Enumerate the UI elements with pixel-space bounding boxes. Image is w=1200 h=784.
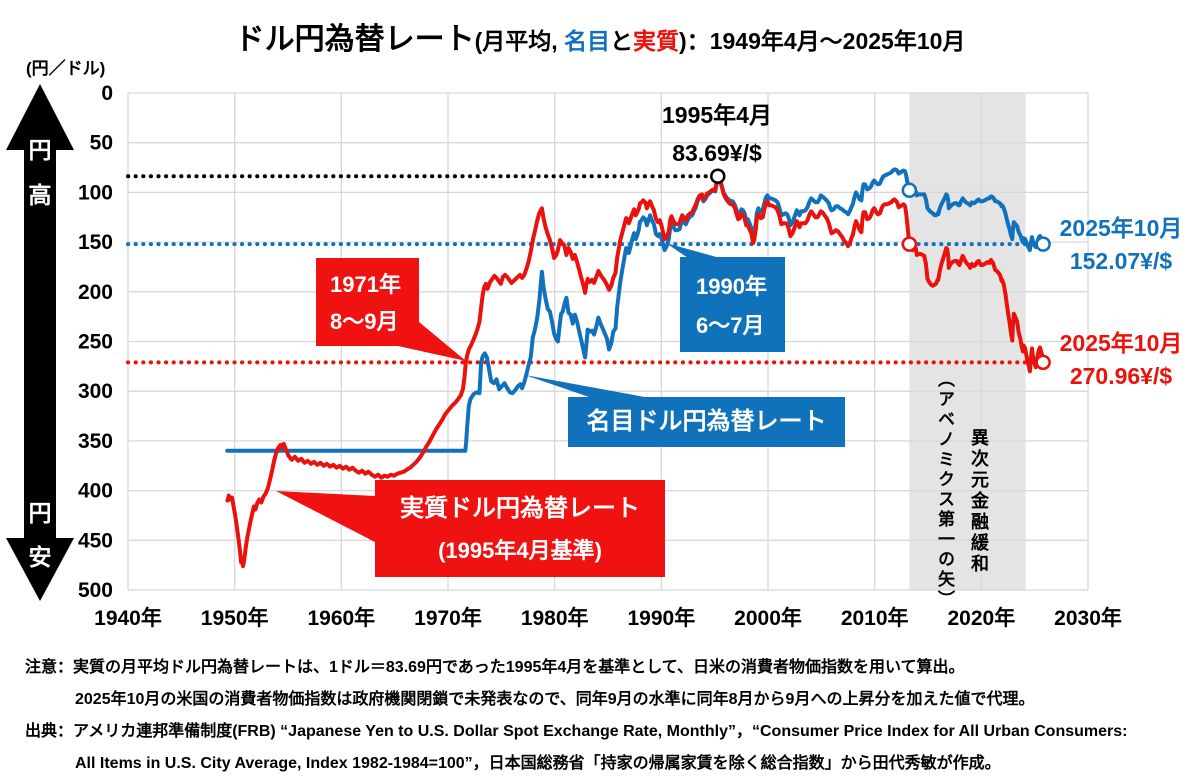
svg-text:1970年: 1970年 (414, 606, 482, 630)
real-2025-value: 270.96¥/$ (1069, 363, 1173, 389)
svg-text:2000年: 2000年 (734, 606, 802, 630)
svg-text:500: 500 (78, 579, 113, 602)
pointer-1990 (666, 243, 720, 258)
real-rate-line (225, 174, 1046, 569)
title-paren-close: ) (679, 28, 687, 54)
svg-text:1990年: 1990年 (627, 606, 695, 630)
svg-text:200: 200 (78, 281, 113, 304)
title-real-word: 実質 (633, 28, 680, 54)
svg-text:1960年: 1960年 (307, 606, 375, 630)
title-nominal-word: 名目 (564, 28, 611, 54)
svg-text:400: 400 (78, 480, 113, 503)
svg-text:350: 350 (78, 430, 113, 453)
peak-1995-value: 83.69¥/$ (672, 140, 762, 166)
footnote-line: 出典：アメリカ連邦準備制度(FRB) “Japanese Yen to U.S.… (25, 723, 1128, 740)
real-2025-date: 2025年10月 (1059, 330, 1183, 356)
title-paren-open: (月平均, (474, 28, 565, 54)
x-axis-ticks: 1940年 1950年 1960年 1970年 1980年 1990年 2000年 2010年… (94, 606, 1122, 630)
svg-text:2010年: 2010年 (841, 606, 909, 630)
footnotes: 注意：実質の月平均ドル円為替レートは、1ドル＝83.69円であった1995年4月… (25, 652, 1127, 780)
exchange-rate-chart: 0 50 100 150 200 250 300 350 400 450 500 1940年 1950… (6, 82, 1122, 630)
svg-text:円: 円 (29, 137, 52, 163)
title-and-word: と (610, 28, 634, 54)
real-series-label: 実質ドル円為替レート (1995年4月基準) (375, 480, 665, 577)
svg-text:1950年: 1950年 (201, 606, 269, 630)
abenomics-band-label: （アベノミクス第一の矢） (935, 370, 954, 610)
point-markers (710, 168, 1051, 371)
title-main: ドル円為替レート (234, 23, 475, 56)
callout-1971-months: 8～9月 (330, 309, 399, 334)
real-series-label-line1: 実質ドル円為替レート (400, 495, 640, 522)
svg-text:1980年: 1980年 (521, 606, 589, 630)
nominal-series-label: 名目ドル円為替レート (568, 397, 845, 447)
peak-1995-annotation: 1995年4月 83.69¥/$ (617, 96, 817, 172)
reference-dotted-lines (126, 174, 1046, 365)
svg-text:150: 150 (78, 231, 113, 254)
svg-text:2020年: 2020年 (948, 606, 1016, 630)
title-date-range: ：1949年4月～2025年10月 (686, 28, 966, 54)
nominal-rate-line (225, 167, 1046, 453)
svg-text:高: 高 (29, 182, 52, 208)
svg-text:1940年: 1940年 (94, 606, 162, 630)
nominal-2025-annotation: 2025年10月 152.07¥/$ (1045, 212, 1197, 278)
footnote-line: All Items in U.S. City Average, Index 19… (75, 755, 1001, 772)
callout-1990: 1990年 6～7月 (680, 257, 785, 352)
yen-direction-arrow (6, 84, 74, 601)
qqe-band-label: 異次元金融緩和 (969, 428, 989, 575)
callout-1990-year: 1990年 (696, 274, 767, 299)
svg-text:2030年: 2030年 (1054, 606, 1122, 630)
svg-text:0: 0 (101, 82, 113, 105)
svg-text:300: 300 (78, 380, 113, 403)
footnote-line: 2025年10月の米国の消費者物価指数は政府機関閉鎖で未発表なので、同年9月の水… (75, 691, 1035, 708)
svg-text:円: 円 (29, 500, 52, 526)
pointer-nominal (525, 375, 650, 398)
callout-1971-year: 1971年 (330, 272, 401, 297)
footnote-line: 注意：実質の月平均ドル円為替レートは、1ドル＝83.69円であった1995年4月… (25, 659, 965, 676)
svg-text:450: 450 (78, 529, 113, 552)
pointer-real (276, 491, 375, 542)
peak-1995-date: 1995年4月 (662, 102, 772, 128)
nominal-2025-date: 2025年10月 (1059, 215, 1183, 241)
nominal-2025-value: 152.07¥/$ (1069, 248, 1173, 274)
real-series-label-line2: (1995年4月基準) (438, 538, 602, 563)
svg-text:安: 安 (29, 544, 52, 570)
y-axis-ticks: 0 50 100 150 200 250 300 350 400 450 500 (78, 82, 113, 602)
page-title: ドル円為替レート(月平均, 名目と実質)：1949年4月～2025年10月 (0, 14, 1200, 58)
svg-text:250: 250 (78, 331, 113, 354)
real-2025-annotation: 2025年10月 270.96¥/$ (1045, 327, 1197, 393)
callout-1990-months: 6～7月 (696, 313, 765, 338)
svg-text:100: 100 (78, 181, 113, 204)
callout-1971: 1971年 8～9月 (316, 258, 419, 346)
y-axis-unit-label: (円／ドル) (26, 59, 106, 78)
svg-text:50: 50 (90, 132, 113, 155)
